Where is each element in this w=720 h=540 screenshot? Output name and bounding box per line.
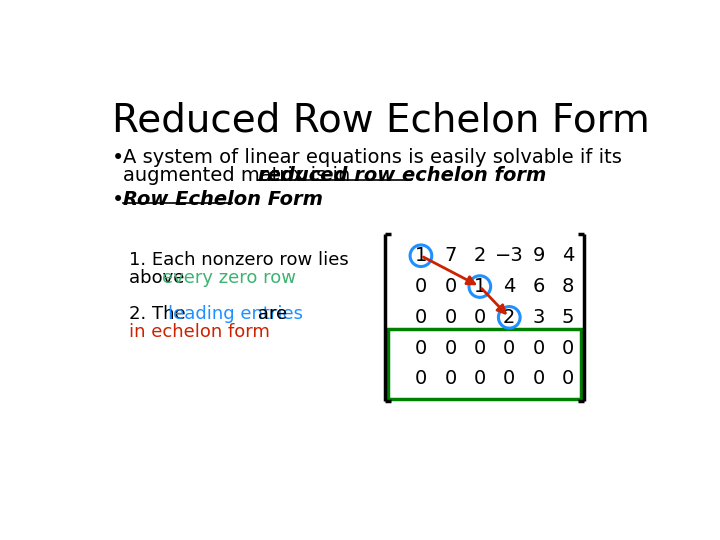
Text: are: are (251, 305, 287, 323)
Text: 0: 0 (533, 369, 545, 388)
Text: •: • (112, 148, 124, 168)
Text: 4: 4 (503, 277, 516, 296)
Text: 2. The: 2. The (129, 305, 191, 323)
Text: 0: 0 (444, 369, 456, 388)
Text: 0: 0 (415, 339, 427, 357)
Text: 0: 0 (533, 339, 545, 357)
Text: 8: 8 (562, 277, 575, 296)
Text: 7: 7 (444, 246, 456, 265)
Text: 6: 6 (533, 277, 545, 296)
Text: 0: 0 (503, 369, 516, 388)
Text: •: • (112, 190, 124, 210)
Text: 4: 4 (562, 246, 575, 265)
Text: 0: 0 (474, 308, 486, 327)
Text: 0: 0 (444, 339, 456, 357)
Text: 0: 0 (415, 308, 427, 327)
Text: 0: 0 (415, 277, 427, 296)
Text: in echelon form: in echelon form (129, 323, 269, 341)
Text: 0: 0 (444, 277, 456, 296)
Text: 0: 0 (562, 369, 575, 388)
Bar (388, 329, 580, 399)
Text: 3: 3 (533, 308, 545, 327)
Text: 0: 0 (474, 369, 486, 388)
Text: 5: 5 (562, 308, 575, 327)
Text: −3: −3 (495, 246, 523, 265)
Text: Reduced Row Echelon Form: Reduced Row Echelon Form (112, 102, 649, 140)
Text: every zero row: every zero row (162, 269, 296, 287)
Text: 2: 2 (503, 308, 516, 327)
Text: augmented matrix is in: augmented matrix is in (123, 166, 357, 185)
Text: above: above (129, 269, 190, 287)
Text: 1: 1 (415, 246, 427, 265)
Text: Row Echelon Form: Row Echelon Form (123, 190, 323, 208)
Text: A system of linear equations is easily solvable if its: A system of linear equations is easily s… (123, 148, 622, 167)
Text: 9: 9 (533, 246, 545, 265)
Text: 1. Each nonzero row lies: 1. Each nonzero row lies (129, 251, 348, 269)
Text: leading entries: leading entries (168, 305, 303, 323)
Text: reduced row echelon form: reduced row echelon form (258, 166, 546, 185)
Text: 0: 0 (415, 369, 427, 388)
Text: 0: 0 (562, 339, 575, 357)
Text: 0: 0 (474, 339, 486, 357)
Text: 1: 1 (474, 277, 486, 296)
Text: 0: 0 (503, 339, 516, 357)
Text: 2: 2 (474, 246, 486, 265)
Text: 0: 0 (444, 308, 456, 327)
